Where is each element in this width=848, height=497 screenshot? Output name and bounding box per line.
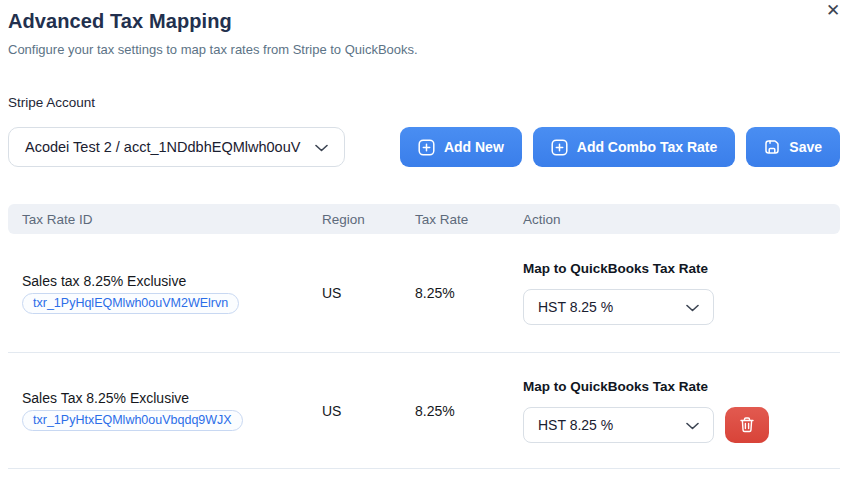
add-combo-tax-rate-label: Add Combo Tax Rate [577,139,718,155]
region-cell: US [322,285,415,301]
delete-tax-mapping-button[interactable] [725,407,769,443]
chevron-down-icon [315,139,328,155]
table-header: Tax Rate ID Region Tax Rate Action [8,204,840,234]
controls-row: Acodei Test 2 / acct_1NDdbhEQMlwh0ouV Ad… [8,127,840,167]
tax-rate-id-badge: txr_1PyHqlEQMlwh0ouVM2WElrvn [22,293,239,314]
advanced-tax-mapping-modal: ✕ Advanced Tax Mapping Configure your ta… [0,0,848,497]
close-icon[interactable]: ✕ [822,0,844,22]
header-action: Action [523,212,840,227]
action-cell: Map to QuickBooks Tax Rate HST 8.25 % [523,379,840,443]
plus-square-icon [551,139,568,156]
stripe-account-selected-value: Acodei Test 2 / acct_1NDdbhEQMlwh0ouV [25,139,300,155]
save-button[interactable]: Save [746,127,840,167]
quickbooks-tax-rate-selected-value: HST 8.25 % [538,299,613,315]
table-row: Sales Tax 8.25% Exclusive txr_1PyHtxEQMl… [8,353,840,469]
quickbooks-tax-rate-select[interactable]: HST 8.25 % [523,407,714,443]
trash-icon [739,416,755,434]
tax-rate-id-cell: Sales tax 8.25% Exclusive txr_1PyHqlEQMl… [22,273,322,314]
table-row: Sales tax 8.25% Exclusive txr_1PyHqlEQMl… [8,234,840,353]
action-cell: Map to QuickBooks Tax Rate HST 8.25 % [523,261,840,325]
tax-rate-name: Sales tax 8.25% Exclusive [22,273,322,289]
save-floppy-icon [764,139,780,155]
region-cell: US [322,403,415,419]
header-tax-rate-id: Tax Rate ID [22,212,322,227]
header-tax-rate: Tax Rate [415,212,523,227]
quickbooks-tax-rate-selected-value: HST 8.25 % [538,417,613,433]
map-to-quickbooks-label: Map to QuickBooks Tax Rate [523,261,840,276]
chevron-down-icon [686,417,699,433]
tax-rate-name: Sales Tax 8.25% Exclusive [22,390,322,406]
page-subtitle: Configure your tax settings to map tax r… [8,42,840,57]
add-combo-tax-rate-button[interactable]: Add Combo Tax Rate [533,127,736,167]
tax-rate-cell: 8.25% [415,403,523,419]
toolbar: Add New Add Combo Tax Rate Save [400,127,840,167]
stripe-account-label: Stripe Account [8,95,840,110]
tax-rate-id-badge: txr_1PyHtxEQMlwh0ouVbqdq9WJX [22,410,243,431]
header-region: Region [322,212,415,227]
add-new-button[interactable]: Add New [400,127,522,167]
page-title: Advanced Tax Mapping [8,10,840,33]
stripe-account-select[interactable]: Acodei Test 2 / acct_1NDdbhEQMlwh0ouV [8,127,345,167]
plus-square-icon [418,139,435,156]
add-new-label: Add New [444,139,504,155]
quickbooks-tax-rate-select[interactable]: HST 8.25 % [523,289,714,325]
tax-rate-cell: 8.25% [415,285,523,301]
tax-rate-id-cell: Sales Tax 8.25% Exclusive txr_1PyHtxEQMl… [22,390,322,431]
chevron-down-icon [686,299,699,315]
save-label: Save [789,139,822,155]
map-to-quickbooks-label: Map to QuickBooks Tax Rate [523,379,840,394]
